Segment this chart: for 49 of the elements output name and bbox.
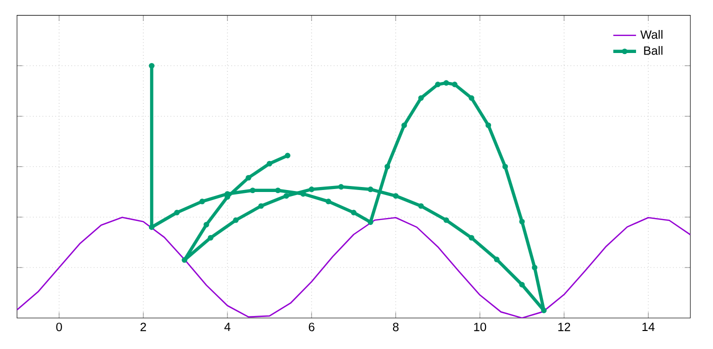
point	[350, 210, 356, 216]
point	[519, 282, 525, 288]
point	[250, 188, 256, 194]
point	[204, 222, 210, 228]
point	[443, 80, 450, 86]
point	[266, 160, 272, 166]
x-tick-label: 4	[224, 322, 230, 331]
point	[468, 95, 474, 101]
point	[326, 198, 332, 204]
point	[452, 82, 458, 88]
point	[148, 224, 154, 230]
legend-label: Ball	[644, 46, 662, 55]
point	[308, 186, 314, 192]
point	[233, 217, 239, 223]
point	[468, 234, 474, 241]
x-tick-label: 12	[558, 322, 570, 332]
x-tick-label: 6	[308, 322, 314, 332]
point	[199, 198, 205, 204]
point	[401, 122, 407, 128]
x-tick-label: 14	[642, 322, 655, 331]
x-tick-label: 2	[140, 322, 146, 332]
point	[392, 193, 399, 199]
point	[182, 257, 188, 263]
x-tick-label: 0	[56, 322, 62, 332]
point	[338, 184, 344, 190]
point	[541, 308, 547, 314]
x-tick-label: 10	[474, 322, 486, 332]
point	[435, 82, 441, 88]
point	[418, 203, 424, 209]
point	[486, 122, 492, 128]
point	[443, 217, 450, 223]
point	[275, 188, 281, 194]
point	[174, 210, 180, 216]
point	[418, 95, 424, 101]
point	[494, 256, 500, 262]
point	[258, 203, 264, 209]
point	[368, 186, 374, 192]
point	[384, 164, 390, 170]
point	[148, 62, 154, 69]
point	[284, 152, 290, 158]
point	[284, 193, 290, 199]
point	[502, 164, 508, 170]
point	[208, 234, 214, 241]
point	[368, 219, 374, 225]
point	[246, 174, 252, 181]
legend-label: Wall	[640, 30, 662, 39]
x-tick-label: 8	[392, 322, 399, 332]
point	[532, 264, 538, 270]
point	[519, 218, 525, 224]
